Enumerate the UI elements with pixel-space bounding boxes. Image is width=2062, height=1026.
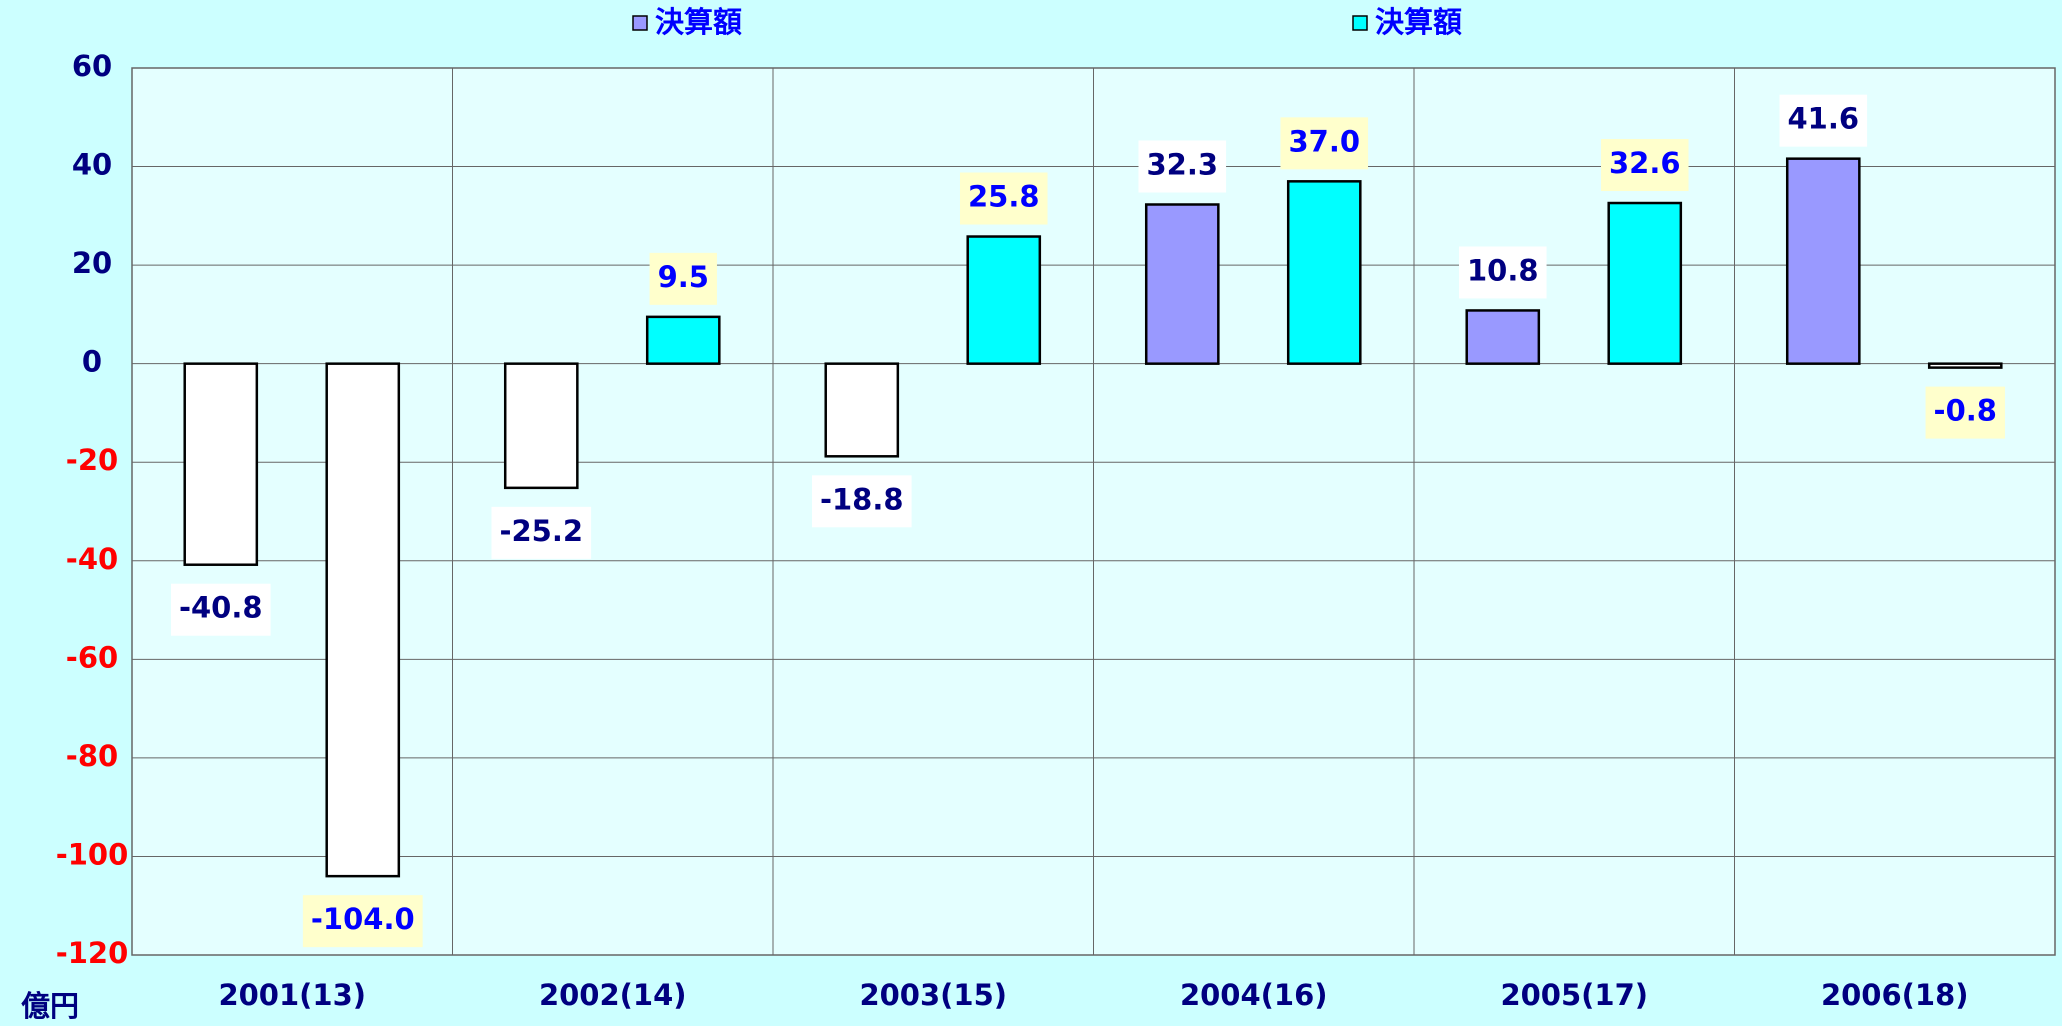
data-label: 25.8 [968,180,1040,214]
data-label-bg [1925,386,2005,439]
data-label: -0.8 [1934,394,1997,428]
bar [824,362,900,458]
data-label-bg [1458,246,1547,299]
data-label: 41.6 [1787,102,1859,136]
x-tick-label: 2004(16) [1180,978,1328,1012]
bar [183,362,259,566]
bar [1785,157,1861,365]
y-unit-label: 億円 [21,989,79,1023]
y-tick-label: -120 [56,936,129,970]
x-tick-label: 2001(13) [218,978,366,1012]
data-label-bg [302,895,423,948]
y-tick-label: 20 [72,246,112,280]
x-tick-label: 2006(18) [1821,978,1969,1012]
bar [1286,180,1362,365]
data-label: 9.5 [658,260,709,294]
data-label: -25.2 [499,514,583,548]
x-tick-label: 2003(15) [859,978,1007,1012]
y-tick-label: -20 [66,443,118,477]
bar [966,235,1042,365]
bar [1927,362,2003,369]
y-tick-label: -40 [66,542,118,576]
data-label: -40.8 [179,591,263,625]
bar [645,315,721,365]
data-label: 10.8 [1467,253,1539,287]
data-label-bg [811,475,912,528]
y-tick-label: 0 [82,345,102,379]
y-tick-label: -100 [56,837,129,871]
x-tick-label: 2002(14) [539,978,687,1012]
legend-label: 決算額 [655,5,742,39]
data-label-bg [1779,94,1868,147]
data-label-bg [1600,139,1689,192]
y-tick-label: 40 [72,148,112,182]
x-tick-label: 2005(17) [1500,978,1648,1012]
data-label-bg [491,506,592,559]
bar [1144,203,1220,365]
bar [325,362,401,878]
legend-swatch [632,15,648,31]
y-tick-label: 60 [72,49,112,83]
data-label: 32.3 [1146,147,1218,181]
legend-label: 決算額 [1375,5,1462,39]
data-label-bg [1138,140,1227,193]
bar [1465,309,1541,365]
y-tick-label: -80 [66,739,118,773]
data-label-bg [649,252,717,305]
data-label-bg [170,583,271,636]
data-label: 37.0 [1288,124,1360,158]
bar [1607,201,1683,365]
y-tick-label: -60 [66,640,118,674]
data-label: -104.0 [311,902,415,936]
legend-swatch [1352,15,1368,31]
data-label-bg [959,172,1048,225]
data-label-bg [1280,117,1369,170]
bar [503,362,579,490]
data-label: 32.6 [1609,146,1681,180]
data-label: -18.8 [820,482,904,516]
